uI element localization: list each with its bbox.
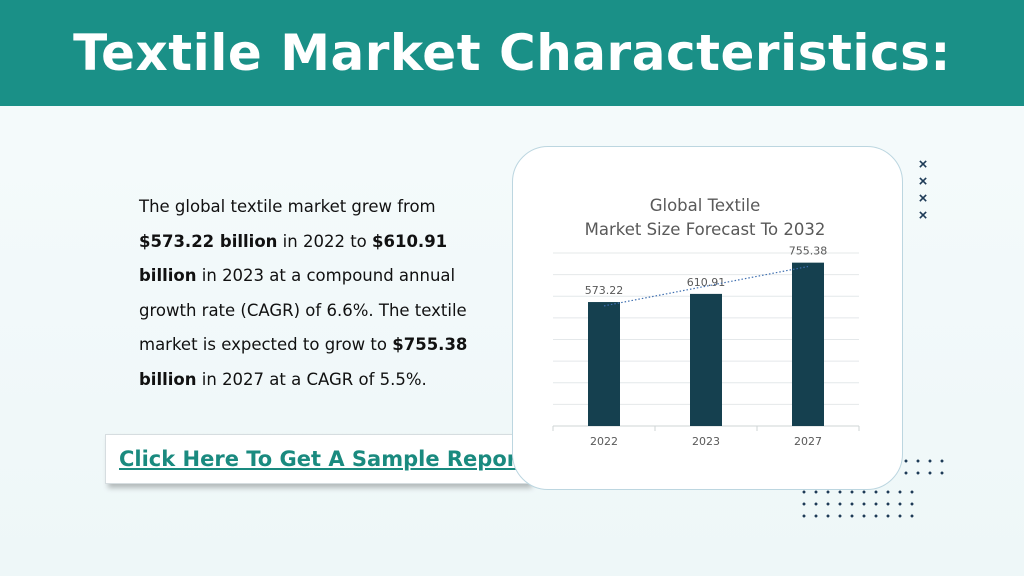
desc-value-2022: $573.22 billion [139,231,278,251]
decorative-dots-upper [900,455,952,479]
x-tick-label: 2022 [590,435,618,448]
decorative-dots-lower [798,486,922,522]
desc-text-1: The global textile market grew from [139,197,436,216]
desc-text-2: in 2022 to [277,231,372,251]
desc-value-2027: $755.38 billion [139,335,468,389]
data-label: 573.22 [585,284,624,297]
decorative-x-marks: × × × × [916,156,930,224]
chart-card: Global Textile Market Size Forecast To 20… [512,146,903,490]
x-mark-icon: × [918,207,928,224]
sample-report-link[interactable]: Click Here To Get A Sample Report [119,447,528,471]
x-mark-icon: × [918,173,928,190]
x-mark-icon: × [918,190,928,207]
bar [588,302,620,426]
desc-value-2023: $610.91 billion [139,231,448,286]
data-label: 610.91 [687,276,726,289]
bar [690,293,722,426]
sample-report-card: Click Here To Get A Sample Report [105,434,529,484]
desc-text-4: in 2027 at a CAGR of 5.5%. [196,369,427,389]
data-label: 755.38 [789,245,828,258]
desc-text-3: in 2023 at a compound annual growth rate… [139,266,467,354]
bar [792,262,824,426]
chart-title-line: Global Textile [650,196,761,215]
x-mark-icon: × [918,156,928,173]
page-title: Textile Market Characteristics: [73,24,951,82]
market-description: The global textile market grew from $573… [139,190,469,397]
x-tick-label: 2023 [692,435,720,448]
header-banner: Textile Market Characteristics: [0,0,1024,106]
chart-title-line: Market Size Forecast To 2032 [585,220,826,239]
x-tick-label: 2027 [794,435,822,448]
bar-chart: Global Textile Market Size Forecast To 20… [552,196,860,448]
